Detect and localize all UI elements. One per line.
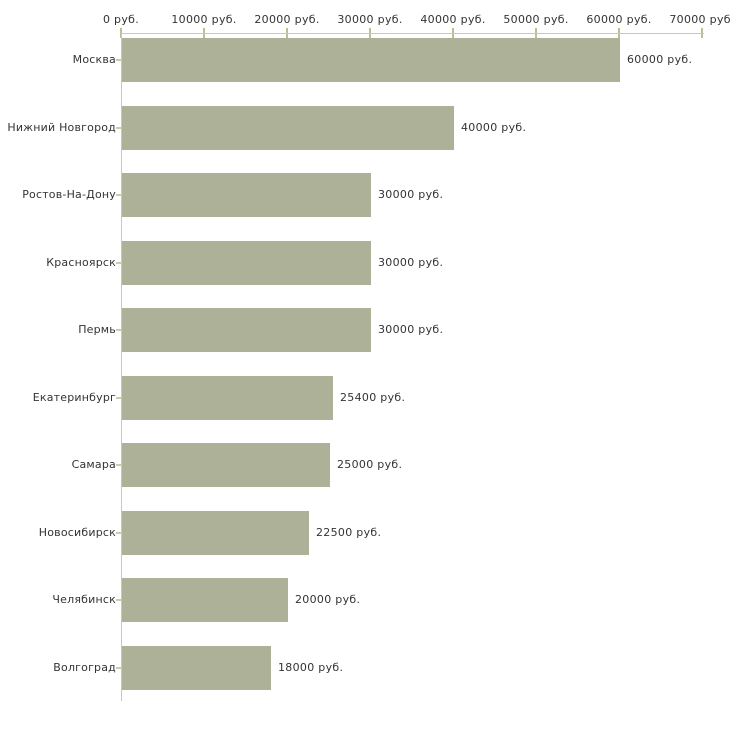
category-label: Волгоград [53,660,116,674]
bar-value-label: 30000 руб. [378,255,444,269]
category-tick-mark [116,464,121,466]
bar-value-label: 22500 руб. [316,525,382,539]
x-axis-tick-label: 50000 руб. [503,13,569,26]
bar-value-label: 20000 руб. [295,593,361,606]
bar-value-label: 40000 руб. [461,120,527,134]
bar-3 [122,173,371,217]
bar-2 [122,105,454,150]
x-axis-tick-label: 30000 руб. [337,13,403,26]
bar-10 [122,645,271,690]
bar-8 [122,510,309,555]
y-axis-line [121,33,122,701]
bar-value-label: 60000 руб. [627,53,693,66]
category-label: Челябинск [52,593,116,606]
bar-value-label: 30000 руб. [378,188,444,201]
x-axis-tick-label: 0 руб. [102,13,140,26]
bar-6 [122,375,333,420]
bar-7 [122,443,330,487]
category-tick-mark [116,59,121,61]
bar-value-label: 18000 руб. [278,660,344,674]
bar-1 [122,38,620,82]
bar-value-label: 25400 руб. [340,390,406,404]
category-tick-mark [116,194,121,196]
category-tick-mark [116,261,121,264]
x-axis-tick-label: 20000 руб. [254,13,320,26]
x-axis-tick-label: 10000 руб. [171,13,237,26]
bar-value-label: 25000 руб. [337,458,403,471]
category-label: Нижний Новгород [7,120,116,134]
x-axis-tick-label: 40000 руб. [420,13,486,26]
category-tick-mark [116,599,121,601]
category-label: Красноярск [46,255,116,269]
x-axis-tick-label: 60000 руб. [586,13,652,26]
category-tick-mark [116,329,121,331]
bar-4 [122,240,371,285]
category-label: Пермь [78,323,116,336]
category-tick-mark [116,126,121,129]
bar-9 [122,578,288,622]
x-axis-tick-label: 70000 руб. [669,13,730,26]
category-tick-mark [116,666,121,669]
category-label: Москва [72,53,116,66]
category-tick-mark [116,396,121,399]
x-axis-line [121,33,704,34]
category-label: Новосибирск [38,525,116,539]
bar-5 [122,308,371,352]
category-label: Ростов-На-Дону [22,188,116,201]
category-label: Самара [71,458,116,471]
category-label: Екатеринбург [32,390,116,404]
category-tick-mark [116,531,121,534]
bar-value-label: 30000 руб. [378,323,444,336]
